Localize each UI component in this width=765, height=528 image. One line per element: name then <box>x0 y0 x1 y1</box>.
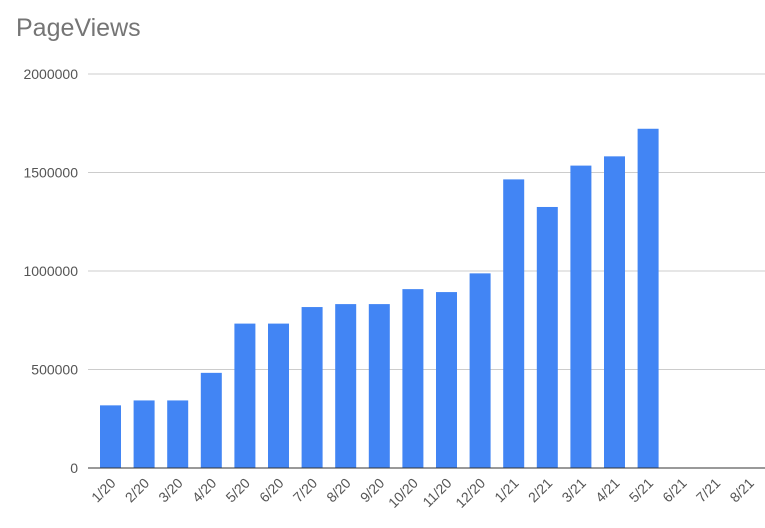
bar <box>201 373 222 468</box>
bar <box>100 405 121 468</box>
bar <box>604 156 625 468</box>
y-tick-label: 1000000 <box>23 263 78 279</box>
bar <box>402 289 423 468</box>
bar <box>268 324 289 468</box>
y-tick-label: 2000000 <box>23 66 78 82</box>
y-tick-label: 0 <box>70 460 78 476</box>
x-tick-label: 5/20 <box>222 475 253 506</box>
bar <box>570 166 591 468</box>
x-tick-labels: 1/20 2/20 3/20 4/20 5/20 6/20 7/20 8/20 9/2010/2… <box>88 475 757 511</box>
bar <box>638 129 659 468</box>
y-tick-label: 1500000 <box>23 165 78 181</box>
bar <box>302 307 323 468</box>
bar <box>234 324 255 468</box>
bar <box>369 304 390 468</box>
x-tick-label: 4/21 <box>592 475 623 506</box>
x-tick-label: 1/21 <box>491 475 522 506</box>
x-tick-label: 6/21 <box>659 475 690 506</box>
bar <box>503 179 524 468</box>
x-tick-label: 5/21 <box>626 475 657 506</box>
x-tick-label: 7/21 <box>693 475 724 506</box>
x-tick-label: 10/20 <box>385 475 421 511</box>
x-tick-label: 2/21 <box>525 475 556 506</box>
y-tick-labels: 0 500000 1000000 1500000 2000000 <box>23 66 78 476</box>
x-tick-label: 8/20 <box>323 475 354 506</box>
x-tick-label: 3/20 <box>155 475 186 506</box>
x-tick-label: 3/21 <box>558 475 589 506</box>
x-tick-label: 9/20 <box>357 475 388 506</box>
x-tick-label: 2/20 <box>122 475 153 506</box>
x-tick-label: 6/20 <box>256 475 287 506</box>
x-tick-label: 1/20 <box>88 475 119 506</box>
x-tick-label: 4/20 <box>189 475 220 506</box>
bar <box>537 207 558 468</box>
x-tick-label: 12/20 <box>452 475 488 511</box>
bar <box>335 304 356 468</box>
x-tick-label: 11/20 <box>419 475 455 511</box>
bar <box>470 273 491 468</box>
x-tick-label: 8/21 <box>726 475 757 506</box>
x-tick-label: 7/20 <box>290 475 321 506</box>
bars <box>88 129 765 468</box>
bar <box>134 400 155 468</box>
y-tick-label: 500000 <box>31 362 78 378</box>
bar <box>436 292 457 468</box>
bar <box>167 400 188 468</box>
grid-lines <box>88 74 765 370</box>
